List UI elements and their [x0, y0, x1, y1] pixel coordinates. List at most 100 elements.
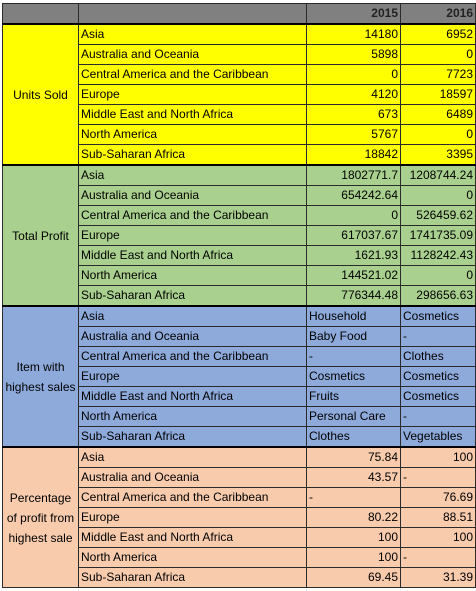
region-cell[interactable]: North America	[78, 406, 307, 427]
value-2016-cell[interactable]: -	[400, 326, 476, 347]
value-2016-cell[interactable]: -	[400, 406, 476, 427]
value-2016-cell[interactable]: -	[400, 467, 476, 488]
value-2016-cell[interactable]: 1741735.09	[400, 225, 476, 246]
value-2016-cell[interactable]: Vegetables	[400, 426, 476, 448]
region-cell[interactable]: Europe	[78, 366, 307, 387]
value-2015-cell[interactable]: 144521.02	[306, 265, 401, 286]
value-2016-cell[interactable]: 31.39	[400, 567, 476, 588]
value-2015-cell[interactable]: 776344.48	[306, 285, 401, 307]
value-2016-cell[interactable]: Cosmetics	[400, 386, 476, 407]
value-2015-cell[interactable]: 654242.64	[306, 185, 401, 206]
header-cell-b[interactable]	[78, 3, 307, 25]
value-2015-cell[interactable]: 4120	[306, 84, 401, 105]
value-2015-cell[interactable]: 80.22	[306, 507, 401, 528]
value-2016-cell[interactable]: 0	[400, 265, 476, 286]
region-cell[interactable]: Asia	[78, 446, 307, 468]
value-2015-cell[interactable]: Clothes	[306, 426, 401, 448]
value-2015-cell[interactable]: 1621.93	[306, 245, 401, 266]
value-2015-cell[interactable]: 673	[306, 104, 401, 125]
section-label-units-sold[interactable]: Units Sold	[2, 23, 79, 166]
header-year-2015[interactable]: 2015	[306, 3, 401, 25]
value-2016-cell[interactable]: -	[400, 547, 476, 568]
value-2015-cell[interactable]: 100	[306, 547, 401, 568]
region-cell[interactable]: Central America and the Caribbean	[78, 205, 307, 226]
region-cell[interactable]: Middle East and North Africa	[78, 104, 307, 125]
region-cell[interactable]: Middle East and North Africa	[78, 386, 307, 407]
value-2015-cell[interactable]: 617037.67	[306, 225, 401, 246]
value-2016-cell[interactable]: 298656.63	[400, 285, 476, 307]
table-row: Australia and Oceania 5898 0	[3, 44, 476, 65]
section-label-total-profit[interactable]: Total Profit	[2, 164, 79, 307]
value-2015-cell[interactable]: -	[306, 487, 401, 508]
region-cell[interactable]: Middle East and North Africa	[78, 527, 307, 548]
value-2015-cell[interactable]: Household	[306, 305, 401, 327]
region-cell[interactable]: Europe	[78, 225, 307, 246]
value-2016-cell[interactable]: 100	[400, 527, 476, 548]
value-2016-cell[interactable]: 7723	[400, 64, 476, 85]
value-2015-cell[interactable]: 5898	[306, 44, 401, 65]
region-cell[interactable]: Sub-Saharan Africa	[78, 144, 307, 166]
table-row: Middle East and North Africa 1621.93 112…	[3, 245, 476, 266]
region-cell[interactable]: Sub-Saharan Africa	[78, 567, 307, 588]
value-2016-cell[interactable]: Clothes	[400, 346, 476, 367]
table-row: Central America and the Caribbean - Clot…	[3, 346, 476, 367]
region-cell[interactable]: Sub-Saharan Africa	[78, 285, 307, 307]
region-cell[interactable]: Europe	[78, 84, 307, 105]
value-2016-cell[interactable]: 18597	[400, 84, 476, 105]
region-cell[interactable]: Australia and Oceania	[78, 467, 307, 488]
value-2015-cell[interactable]: 100	[306, 527, 401, 548]
value-2015-cell[interactable]: 43.57	[306, 467, 401, 488]
region-cell[interactable]: Australia and Oceania	[78, 326, 307, 347]
value-2016-cell[interactable]: 88.51	[400, 507, 476, 528]
region-cell[interactable]: Asia	[78, 305, 307, 327]
table-row: North America 5767 0	[3, 124, 476, 145]
region-cell[interactable]: North America	[78, 547, 307, 568]
region-cell[interactable]: Sub-Saharan Africa	[78, 426, 307, 448]
value-2016-cell[interactable]: Cosmetics	[400, 305, 476, 327]
value-2015-cell[interactable]: 0	[306, 205, 401, 226]
section-label-item-highest-sales[interactable]: Item with highest sales	[2, 305, 79, 448]
region-cell[interactable]: Middle East and North Africa	[78, 245, 307, 266]
value-2016-cell[interactable]: 100	[400, 446, 476, 468]
value-2016-cell[interactable]: 0	[400, 185, 476, 206]
value-2015-cell[interactable]: Personal Care	[306, 406, 401, 427]
table-row: Units Sold Asia 14180 6952	[2, 23, 476, 166]
value-2016-cell[interactable]: 76.69	[400, 487, 476, 508]
region-cell[interactable]: Asia	[78, 164, 307, 186]
value-2015-cell[interactable]: 75.84	[306, 446, 401, 468]
region-cell[interactable]: North America	[78, 265, 307, 286]
value-2015-cell[interactable]: 5767	[306, 124, 401, 145]
value-2016-cell[interactable]: 526459.62	[400, 205, 476, 226]
table-row: Sub-Saharan Africa Clothes Vegetables	[3, 426, 476, 448]
value-2016-cell[interactable]: 1128242.43	[400, 245, 476, 266]
region-cell[interactable]: Australia and Oceania	[78, 185, 307, 206]
table-row: Australia and Oceania 43.57 -	[3, 467, 476, 488]
value-2016-cell[interactable]: 1208744.24	[400, 164, 476, 186]
region-cell[interactable]: Europe	[78, 507, 307, 528]
region-cell[interactable]: Asia	[78, 23, 307, 45]
value-2016-cell[interactable]: 0	[400, 44, 476, 65]
value-2015-cell[interactable]: Baby Food	[306, 326, 401, 347]
region-cell[interactable]: Australia and Oceania	[78, 44, 307, 65]
section-label-percentage-profit[interactable]: Percentage of profit from highest sale	[2, 446, 79, 588]
value-2015-cell[interactable]: Fruits	[306, 386, 401, 407]
value-2015-cell[interactable]: 0	[306, 64, 401, 85]
region-cell[interactable]: North America	[78, 124, 307, 145]
value-2016-cell[interactable]: 6952	[400, 23, 476, 45]
region-cell[interactable]: Central America and the Caribbean	[78, 64, 307, 85]
value-2015-cell[interactable]: 14180	[306, 23, 401, 45]
value-2016-cell[interactable]: 6489	[400, 104, 476, 125]
region-cell[interactable]: Central America and the Caribbean	[78, 487, 307, 508]
region-cell[interactable]: Central America and the Caribbean	[78, 346, 307, 367]
value-2015-cell[interactable]: 69.45	[306, 567, 401, 588]
header-cell-a[interactable]	[2, 3, 79, 25]
table-row: Middle East and North Africa Fruits Cosm…	[3, 386, 476, 407]
header-year-2016[interactable]: 2016	[400, 3, 476, 25]
value-2016-cell[interactable]: 0	[400, 124, 476, 145]
value-2015-cell[interactable]: Cosmetics	[306, 366, 401, 387]
value-2016-cell[interactable]: Cosmetics	[400, 366, 476, 387]
value-2015-cell[interactable]: 1802771.7	[306, 164, 401, 186]
value-2015-cell[interactable]: 18842	[306, 144, 401, 166]
value-2016-cell[interactable]: 3395	[400, 144, 476, 166]
value-2015-cell[interactable]: -	[306, 346, 401, 367]
